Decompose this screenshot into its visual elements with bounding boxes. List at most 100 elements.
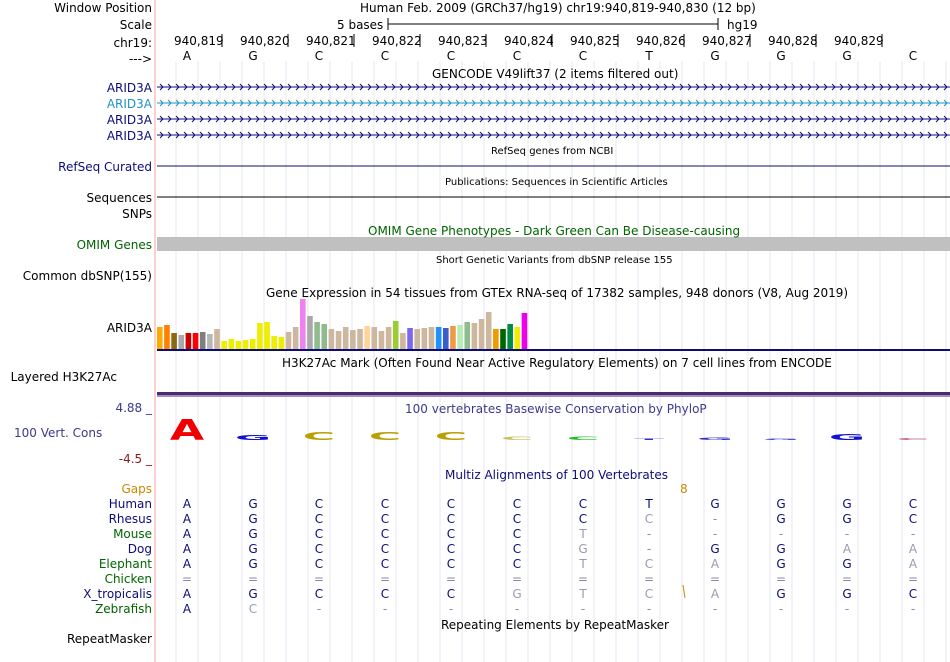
dbsnp-label[interactable]: Common dbSNP(155) <box>22 269 152 283</box>
gencode-transcript-label[interactable]: ARID3A <box>106 97 152 111</box>
conservation-letter[interactable]: A <box>170 414 205 447</box>
conservation-letter[interactable]: C <box>897 438 929 441</box>
alignment-base: - <box>448 602 454 616</box>
gtex-tissue-bar[interactable] <box>285 332 292 349</box>
gtex-tissue-bar[interactable] <box>292 327 299 349</box>
gtex-tissue-bar[interactable] <box>242 340 249 349</box>
gtex-tissue-bar[interactable] <box>364 326 370 349</box>
species-label[interactable]: Elephant <box>98 557 152 571</box>
gencode-transcript-label[interactable]: ARID3A <box>106 81 152 95</box>
chrom-label: chr19: <box>113 36 152 50</box>
gtex-tissue-bar[interactable] <box>378 331 385 349</box>
conservation-letter[interactable]: T <box>634 438 665 440</box>
gtex-tissue-bar[interactable] <box>350 330 356 349</box>
alignment-base: A <box>182 587 192 601</box>
gtex-tissue-bar[interactable] <box>171 333 177 349</box>
gtex-tissue-bar[interactable] <box>278 337 285 349</box>
gtex-tissue-bar[interactable] <box>464 322 471 349</box>
conservation-letter[interactable]: G <box>235 434 271 442</box>
gtex-tissue-bar[interactable] <box>157 327 163 349</box>
gtex-tissue-bar[interactable] <box>264 322 270 349</box>
gencode-transcript-label[interactable]: ARID3A <box>106 113 152 127</box>
conservation-letter[interactable]: C <box>501 436 533 441</box>
gtex-tissue-bar[interactable] <box>421 328 428 349</box>
gtex-tissue-bar[interactable] <box>207 334 213 349</box>
conservation-letter[interactable]: G <box>763 438 799 440</box>
gtex-tissue-bar[interactable] <box>335 331 342 349</box>
gtex-tissue-bar[interactable] <box>428 327 435 349</box>
conservation-letter[interactable]: C <box>567 436 599 441</box>
cons-label[interactable]: 100 Vert. Cons <box>14 426 103 440</box>
gtex-tissue-bar[interactable] <box>178 335 185 349</box>
gtex-tissue-bar[interactable] <box>471 323 478 349</box>
gtex-tissue-bar[interactable] <box>392 321 399 349</box>
omim-track-bar[interactable] <box>157 237 950 251</box>
gtex-bar-chart[interactable] <box>157 299 528 349</box>
gtex-tissue-bar[interactable] <box>450 326 456 349</box>
gtex-tissue-bar[interactable] <box>514 327 521 349</box>
gencode-transcript-label[interactable]: ARID3A <box>106 129 152 143</box>
gtex-tissue-bar[interactable] <box>328 329 335 349</box>
species-label[interactable]: Dog <box>127 542 152 556</box>
strand-arrow <box>911 115 916 123</box>
species-label[interactable]: Chicken <box>104 572 152 586</box>
gencode-track[interactable] <box>157 83 950 139</box>
conservation-letter[interactable]: C <box>369 430 401 443</box>
repeatmasker-label[interactable]: RepeatMasker <box>66 632 152 646</box>
gtex-tissue-bar[interactable] <box>457 325 463 349</box>
gtex-tissue-bar[interactable] <box>485 312 492 349</box>
gtex-tissue-bar[interactable] <box>385 327 392 349</box>
conservation-letter[interactable]: G <box>697 437 733 441</box>
gtex-tissue-bar[interactable] <box>414 329 420 349</box>
gtex-tissue-bar[interactable] <box>400 333 406 349</box>
conservation-letter[interactable]: G <box>829 433 865 442</box>
gtex-tissue-bar[interactable] <box>342 327 349 349</box>
species-label[interactable]: X_tropicalis <box>83 587 152 601</box>
gtex-tissue-bar[interactable] <box>307 316 313 349</box>
gtex-tissue-bar[interactable] <box>199 332 206 349</box>
gtex-tissue-bar[interactable] <box>192 333 199 349</box>
gtex-tissue-bar[interactable] <box>235 341 242 349</box>
gtex-tissue-bar[interactable] <box>321 324 328 349</box>
species-label[interactable]: Mouse <box>113 527 152 541</box>
gtex-tissue-bar[interactable] <box>493 329 499 349</box>
gtex-tissue-bar[interactable] <box>507 324 513 349</box>
gtex-tissue-bar[interactable] <box>314 322 320 349</box>
gtex-tissue-bar[interactable] <box>500 329 506 349</box>
strand-arrow <box>431 115 436 123</box>
omim-label[interactable]: OMIM Genes <box>76 238 152 252</box>
conservation-letter[interactable]: C <box>435 430 467 443</box>
strand-arrow <box>767 115 772 123</box>
gtex-tissue-bar[interactable] <box>221 341 227 349</box>
gtex-tissue-bar[interactable] <box>371 327 378 349</box>
strand-arrow <box>607 115 612 123</box>
species-label[interactable]: Zebrafish <box>95 602 152 616</box>
snps-label[interactable]: SNPs <box>122 207 152 221</box>
gtex-tissue-bar[interactable] <box>214 329 220 349</box>
strand-arrow <box>159 99 164 107</box>
h3k27ac-label[interactable]: Layered H3K27Ac <box>10 370 117 384</box>
sequences-label[interactable]: Sequences <box>86 191 152 205</box>
gtex-tissue-bar[interactable] <box>300 299 306 349</box>
h3k27ac-signal[interactable] <box>157 392 950 395</box>
gtex-tissue-bar[interactable] <box>435 327 442 349</box>
gtex-tissue-bar[interactable] <box>164 325 170 349</box>
gtex-tissue-bar[interactable] <box>271 336 277 349</box>
species-label[interactable]: Rhesus <box>108 512 152 526</box>
gtex-tissue-bar[interactable] <box>407 328 413 349</box>
gtex-tissue-bar[interactable] <box>478 319 485 349</box>
gtex-tissue-bar[interactable] <box>521 313 528 349</box>
gtex-tissue-bar[interactable] <box>257 323 263 349</box>
conservation-letter[interactable]: C <box>303 430 335 443</box>
species-label[interactable]: Human <box>108 497 152 511</box>
gtex-tissue-bar[interactable] <box>443 328 449 349</box>
gtex-tissue-bar[interactable] <box>185 333 192 349</box>
refseq-label[interactable]: RefSeq Curated <box>58 160 152 174</box>
repeatmasker-title: Repeating Elements by RepeatMasker <box>441 618 669 632</box>
gtex-label[interactable]: ARID3A <box>106 321 152 335</box>
gtex-tissue-bar[interactable] <box>249 339 256 349</box>
gtex-tissue-bar[interactable] <box>357 329 363 349</box>
gtex-tissue-bar[interactable] <box>228 339 235 349</box>
alignment-base: A <box>182 497 192 511</box>
